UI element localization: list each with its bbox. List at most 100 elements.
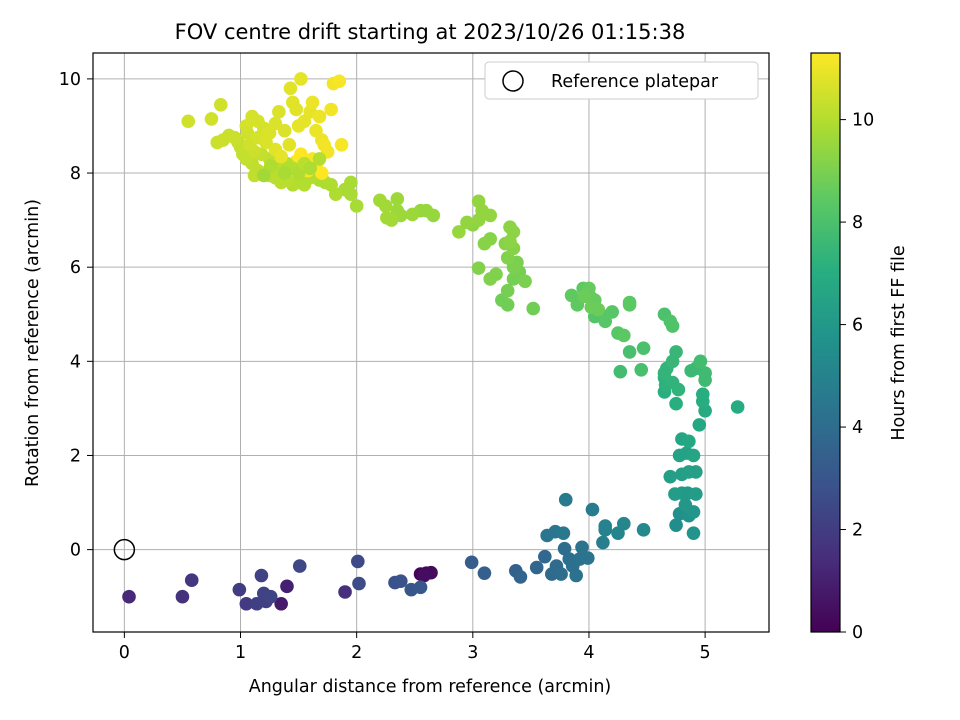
- data-point: [175, 589, 190, 604]
- data-point: [332, 74, 347, 89]
- colorbar-tick-label: 8: [852, 213, 863, 233]
- data-point: [405, 207, 420, 222]
- x-tick-label: 5: [700, 643, 711, 663]
- data-point: [686, 526, 701, 540]
- data-point: [557, 541, 572, 556]
- data-point: [671, 382, 686, 397]
- data-point: [303, 161, 318, 176]
- data-point: [239, 596, 254, 611]
- data-point: [663, 469, 678, 484]
- data-point: [259, 135, 273, 150]
- data-point: [274, 596, 288, 611]
- data-point: [678, 498, 693, 512]
- data-point: [280, 579, 294, 594]
- colorbar-tick-label: 0: [852, 623, 863, 643]
- data-point: [477, 566, 492, 580]
- y-axis-ticks: 0 2 4 6 8 10: [59, 70, 93, 561]
- data-point: [506, 225, 521, 239]
- data-point: [634, 363, 649, 377]
- data-point: [693, 354, 708, 369]
- data-point: [569, 568, 583, 583]
- colorbar-tick-label: 6: [852, 316, 863, 336]
- legend-open-circle-marker: [502, 70, 524, 92]
- data-point: [581, 551, 595, 565]
- x-tick-label: 0: [119, 643, 130, 663]
- data-point: [294, 72, 308, 86]
- data-point: [483, 208, 498, 223]
- legend-box: [484, 61, 759, 100]
- data-point: [689, 487, 703, 501]
- colorbar-gradient: [810, 52, 841, 633]
- data-point: [695, 387, 710, 402]
- data-point: [413, 580, 428, 595]
- data-point: [538, 549, 552, 564]
- data-point: [554, 567, 568, 581]
- colorbar-tick-label: 10: [852, 111, 874, 131]
- data-point: [617, 328, 631, 343]
- legend-label: Reference platepar: [551, 72, 719, 92]
- colorbar-tick-label: 2: [852, 521, 863, 541]
- x-tick-label: 1: [235, 643, 246, 663]
- data-point: [277, 166, 292, 180]
- data-point: [282, 137, 297, 152]
- data-point: [464, 555, 479, 570]
- data-point: [268, 116, 283, 131]
- data-point: [384, 213, 399, 227]
- data-point: [483, 232, 498, 246]
- data-point: [232, 582, 247, 597]
- data-point: [518, 274, 532, 289]
- colorbar: 0 2 4 6 8 10 Hours from first FF file: [810, 52, 909, 643]
- data-point: [351, 554, 365, 569]
- data-point: [181, 114, 196, 129]
- data-point: [471, 194, 486, 209]
- data-point: [417, 568, 431, 583]
- data-point: [460, 215, 474, 230]
- data-point: [378, 199, 393, 213]
- y-tick-label: 8: [70, 164, 81, 184]
- data-point: [274, 149, 288, 164]
- colorbar-tick-label: 4: [852, 418, 863, 438]
- y-tick-label: 2: [70, 446, 81, 466]
- data-point: [122, 589, 136, 604]
- data-points: [122, 72, 745, 611]
- data-point: [312, 109, 327, 124]
- x-tick-label: 2: [351, 643, 362, 663]
- data-point: [585, 502, 600, 517]
- data-point: [730, 400, 745, 414]
- data-point: [315, 166, 329, 180]
- plot-frame: [92, 52, 770, 633]
- data-point: [452, 225, 466, 239]
- colorbar-label: Hours from first FF file: [889, 245, 909, 440]
- data-point: [596, 535, 610, 550]
- data-point: [617, 516, 631, 531]
- reference-platepar-marker: [113, 538, 136, 561]
- data-point: [272, 105, 286, 119]
- y-tick-label: 10: [59, 70, 81, 90]
- data-point: [669, 518, 683, 532]
- data-point: [598, 314, 613, 329]
- grid: [93, 53, 769, 632]
- data-point: [598, 519, 613, 533]
- data-point: [692, 418, 707, 432]
- data-point: [390, 192, 405, 206]
- data-point: [254, 568, 269, 583]
- data-point: [483, 272, 498, 286]
- y-tick-label: 6: [70, 258, 81, 278]
- data-point: [669, 345, 683, 359]
- data-point: [305, 95, 320, 110]
- data-point: [556, 526, 571, 540]
- data-point: [577, 289, 592, 304]
- data-point: [210, 135, 225, 150]
- data-point: [698, 366, 712, 380]
- data-point: [256, 168, 271, 183]
- data-point: [613, 364, 628, 379]
- data-point: [605, 305, 619, 319]
- data-point: [349, 199, 364, 213]
- data-point: [669, 396, 683, 411]
- legend: Reference platepar: [484, 61, 759, 100]
- x-tick-label: 4: [583, 643, 594, 663]
- data-point: [352, 576, 366, 591]
- y-axis-label: Rotation from reference (arcmin): [23, 199, 43, 487]
- data-point: [558, 492, 573, 507]
